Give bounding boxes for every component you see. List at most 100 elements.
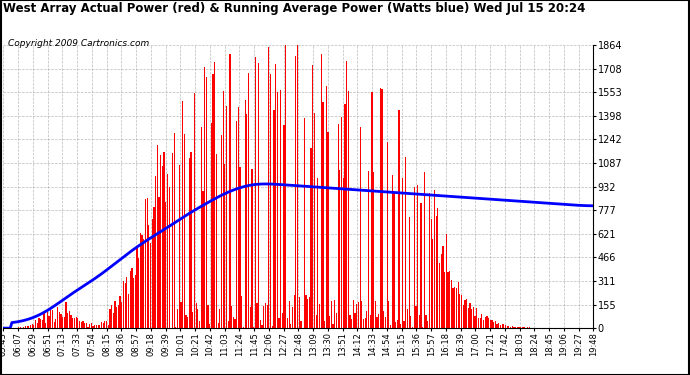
- Bar: [104, 321, 106, 328]
- Bar: [67, 313, 68, 328]
- Bar: [382, 89, 383, 328]
- Bar: [79, 321, 80, 328]
- Bar: [153, 207, 155, 328]
- Bar: [304, 118, 305, 328]
- Bar: [284, 125, 285, 328]
- Bar: [299, 297, 300, 328]
- Bar: [419, 315, 420, 328]
- Bar: [60, 314, 61, 328]
- Bar: [402, 178, 403, 328]
- Bar: [529, 327, 530, 328]
- Bar: [307, 298, 308, 328]
- Bar: [364, 318, 366, 328]
- Bar: [161, 166, 163, 328]
- Bar: [26, 326, 28, 328]
- Bar: [473, 307, 474, 328]
- Bar: [216, 154, 217, 328]
- Bar: [187, 317, 188, 328]
- Bar: [349, 315, 351, 328]
- Bar: [390, 326, 391, 328]
- Bar: [70, 315, 72, 328]
- Bar: [435, 216, 437, 328]
- Bar: [395, 322, 396, 328]
- Bar: [101, 322, 102, 328]
- Bar: [210, 123, 212, 328]
- Bar: [520, 327, 522, 328]
- Bar: [148, 225, 150, 328]
- Bar: [490, 320, 491, 328]
- Bar: [115, 301, 116, 328]
- Bar: [441, 254, 442, 328]
- Bar: [510, 327, 511, 328]
- Bar: [356, 304, 357, 328]
- Bar: [329, 316, 331, 328]
- Bar: [454, 286, 455, 328]
- Bar: [397, 320, 398, 328]
- Bar: [224, 164, 226, 328]
- Bar: [259, 320, 261, 328]
- Bar: [351, 319, 353, 328]
- Bar: [52, 310, 53, 328]
- Bar: [484, 317, 486, 328]
- Bar: [370, 315, 371, 328]
- Bar: [128, 294, 129, 328]
- Bar: [483, 320, 484, 328]
- Bar: [428, 192, 430, 328]
- Bar: [400, 324, 402, 328]
- Bar: [160, 155, 161, 328]
- Bar: [322, 102, 324, 328]
- Bar: [81, 322, 82, 328]
- Bar: [386, 142, 388, 328]
- Bar: [488, 318, 489, 328]
- Bar: [248, 73, 249, 328]
- Bar: [177, 309, 178, 328]
- Bar: [300, 321, 302, 328]
- Bar: [486, 316, 488, 328]
- Bar: [112, 313, 114, 328]
- Bar: [505, 325, 506, 328]
- Bar: [293, 294, 295, 328]
- Bar: [89, 324, 90, 328]
- Bar: [74, 318, 75, 328]
- Bar: [266, 305, 268, 328]
- Bar: [270, 74, 271, 328]
- Bar: [272, 326, 273, 328]
- Bar: [141, 235, 143, 328]
- Bar: [348, 91, 349, 328]
- Bar: [18, 327, 19, 328]
- Bar: [23, 327, 24, 328]
- Bar: [527, 327, 528, 328]
- Bar: [28, 326, 30, 328]
- Bar: [99, 326, 101, 328]
- Bar: [40, 319, 41, 328]
- Bar: [517, 327, 518, 328]
- Bar: [84, 323, 85, 328]
- Bar: [150, 243, 151, 328]
- Bar: [106, 321, 107, 328]
- Bar: [66, 302, 67, 328]
- Bar: [344, 104, 346, 328]
- Bar: [235, 319, 236, 328]
- Bar: [359, 127, 361, 328]
- Bar: [437, 207, 438, 328]
- Bar: [97, 325, 99, 328]
- Bar: [398, 110, 400, 328]
- Bar: [82, 321, 83, 328]
- Bar: [168, 188, 170, 328]
- Bar: [108, 325, 109, 328]
- Bar: [368, 171, 369, 328]
- Bar: [258, 63, 259, 328]
- Bar: [145, 200, 146, 328]
- Bar: [427, 321, 428, 328]
- Bar: [415, 306, 417, 328]
- Bar: [243, 327, 244, 328]
- Bar: [312, 65, 313, 328]
- Bar: [393, 193, 395, 328]
- Bar: [111, 305, 112, 328]
- Bar: [155, 176, 156, 328]
- Bar: [209, 324, 210, 328]
- Bar: [55, 318, 57, 328]
- Bar: [343, 178, 344, 328]
- Bar: [462, 305, 464, 328]
- Bar: [480, 318, 481, 328]
